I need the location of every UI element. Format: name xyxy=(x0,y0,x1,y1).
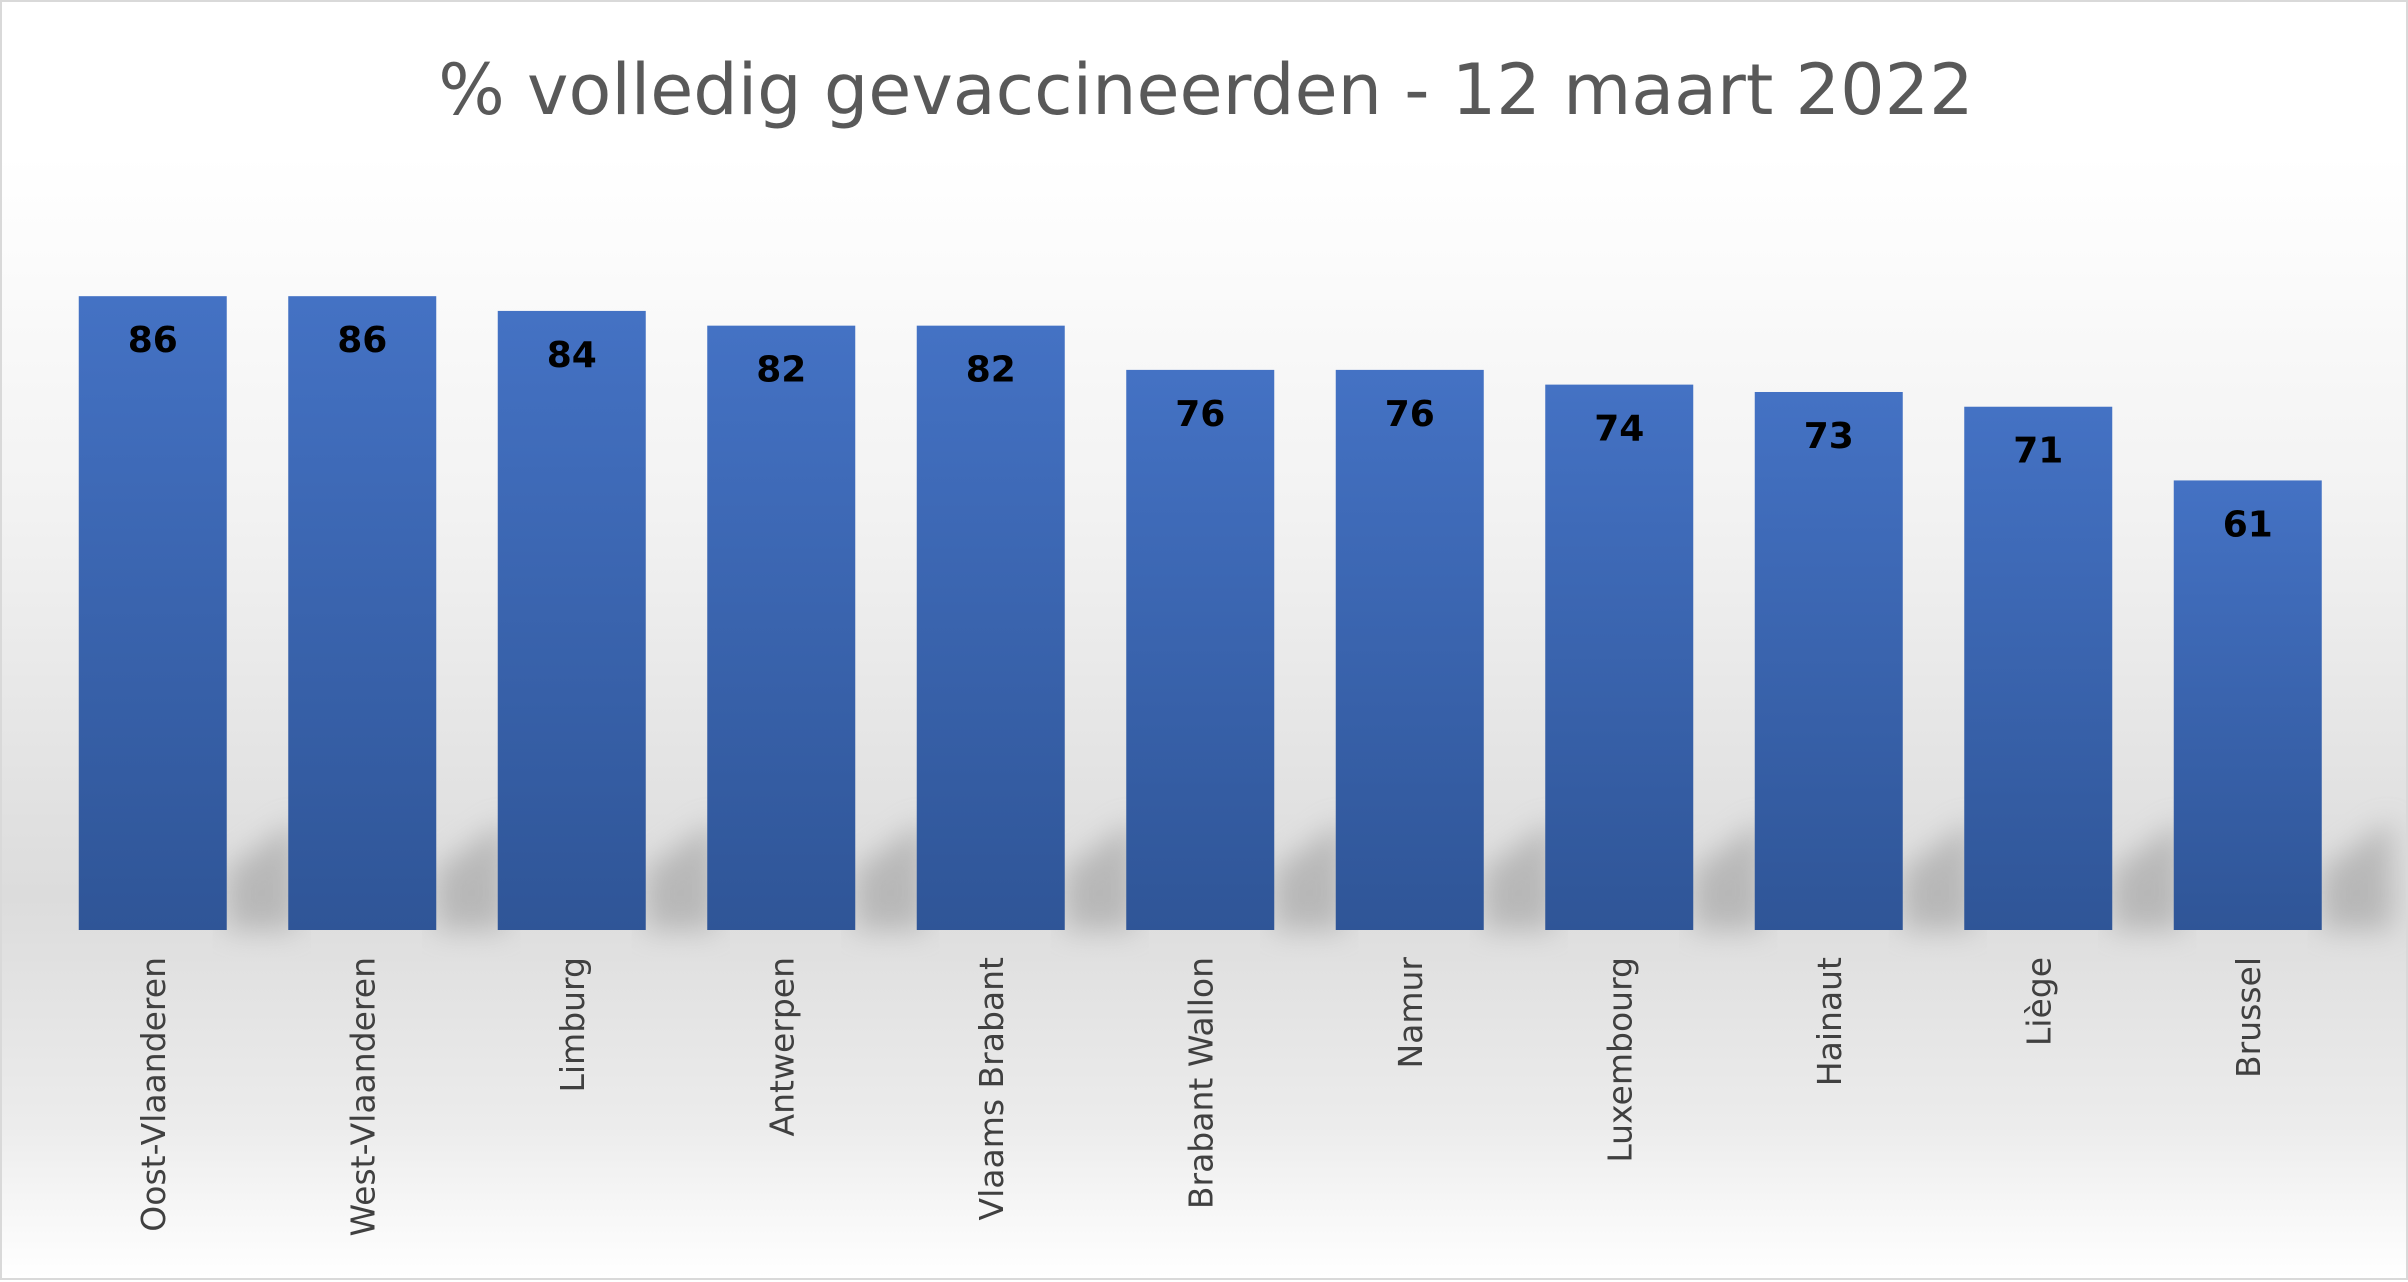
bar xyxy=(916,325,1065,930)
category-tick-label: West-Vlaanderen xyxy=(343,957,382,1237)
data-label: 82 xyxy=(756,350,806,391)
bar-shadow xyxy=(436,820,507,930)
data-label: 76 xyxy=(1385,394,1435,435)
bars xyxy=(78,296,2322,931)
category-tick-label: Brabant Wallon xyxy=(1181,957,1220,1209)
category-tick-label: Hainaut xyxy=(1810,957,1849,1086)
bar xyxy=(497,310,646,930)
bar xyxy=(1126,369,1275,930)
data-label: 71 xyxy=(2013,431,2063,472)
category-tick-label: Namur xyxy=(1391,957,1430,1069)
category-labels: Oost-Vlaanderen West-Vlaanderen Limburg Ant… xyxy=(134,957,2268,1237)
bar xyxy=(1754,391,1903,930)
bar-shadow xyxy=(2321,820,2392,930)
category-tick-label: Liège xyxy=(2019,957,2058,1046)
bar-shadows xyxy=(226,820,2392,930)
bar-shadow xyxy=(226,820,297,930)
data-label: 61 xyxy=(2223,504,2273,545)
category-tick-label: Luxembourg xyxy=(1600,957,1639,1163)
bar-shadow xyxy=(1902,820,1973,930)
chart-title: % volledig gevaccineerden - 12 maart 202… xyxy=(438,49,1973,131)
data-label: 86 xyxy=(337,320,387,361)
bar xyxy=(1335,369,1484,930)
category-tick-label: Antwerpen xyxy=(762,957,801,1136)
category-tick-label: Limburg xyxy=(553,957,592,1093)
bar-shadow xyxy=(645,820,716,930)
data-label: 73 xyxy=(1804,416,1854,457)
bar xyxy=(78,296,227,930)
bar-shadow xyxy=(855,820,926,930)
bar xyxy=(2173,480,2322,930)
data-label: 84 xyxy=(547,335,597,376)
bar-shadow xyxy=(1064,820,1135,930)
data-label: 76 xyxy=(1175,394,1225,435)
bar-shadow xyxy=(1483,820,1554,930)
category-tick-label: Vlaams Brabant xyxy=(972,957,1011,1221)
bar xyxy=(1964,406,2113,931)
value-labels: 86 86 84 82 82 76 76 74 73 71 61 xyxy=(128,320,2273,545)
data-label: 82 xyxy=(966,350,1016,391)
category-tick-label: Brussel xyxy=(2229,957,2268,1078)
data-label: 74 xyxy=(1594,409,1644,450)
bar xyxy=(707,325,856,930)
bar xyxy=(288,296,437,930)
bar-shadow xyxy=(1693,820,1764,930)
category-tick-label: Oost-Vlaanderen xyxy=(134,957,173,1232)
bar-shadow xyxy=(2112,820,2183,930)
data-label: 86 xyxy=(128,320,178,361)
bar-shadow xyxy=(1274,820,1345,930)
bar xyxy=(1545,384,1694,930)
